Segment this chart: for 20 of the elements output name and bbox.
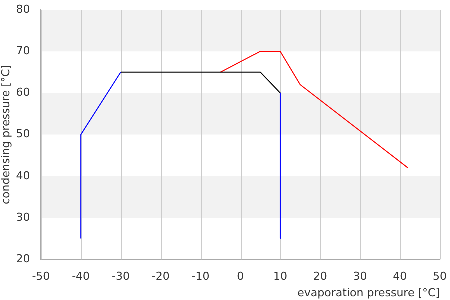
- x-tick-label: 50: [433, 270, 447, 284]
- x-tick-label: -40: [72, 270, 90, 284]
- y-tick-label: 40: [16, 169, 30, 182]
- x-axis-title: evaporation pressure [°C]: [298, 286, 440, 300]
- x-tick-label: -30: [112, 270, 130, 284]
- x-tick-label: 10: [273, 270, 288, 284]
- y-tick-label: 60: [16, 86, 30, 100]
- x-tick-label: 30: [353, 270, 368, 284]
- x-tick-label: 0: [237, 270, 244, 284]
- x-tick-label: -50: [32, 270, 50, 284]
- x-tick-label: 40: [393, 270, 408, 284]
- y-axis-title: condensing pressure [°C]: [0, 65, 12, 205]
- y-tick-label: 20: [16, 252, 30, 266]
- y-tick-label: 50: [16, 128, 30, 141]
- y-tick-label: 80: [16, 2, 30, 16]
- y-tick-label: 70: [16, 44, 30, 58]
- x-tick-label: 20: [313, 270, 328, 284]
- y-tick-label: 30: [16, 210, 30, 224]
- x-tick-label: -20: [152, 270, 170, 284]
- x-tick-label: -10: [192, 270, 210, 284]
